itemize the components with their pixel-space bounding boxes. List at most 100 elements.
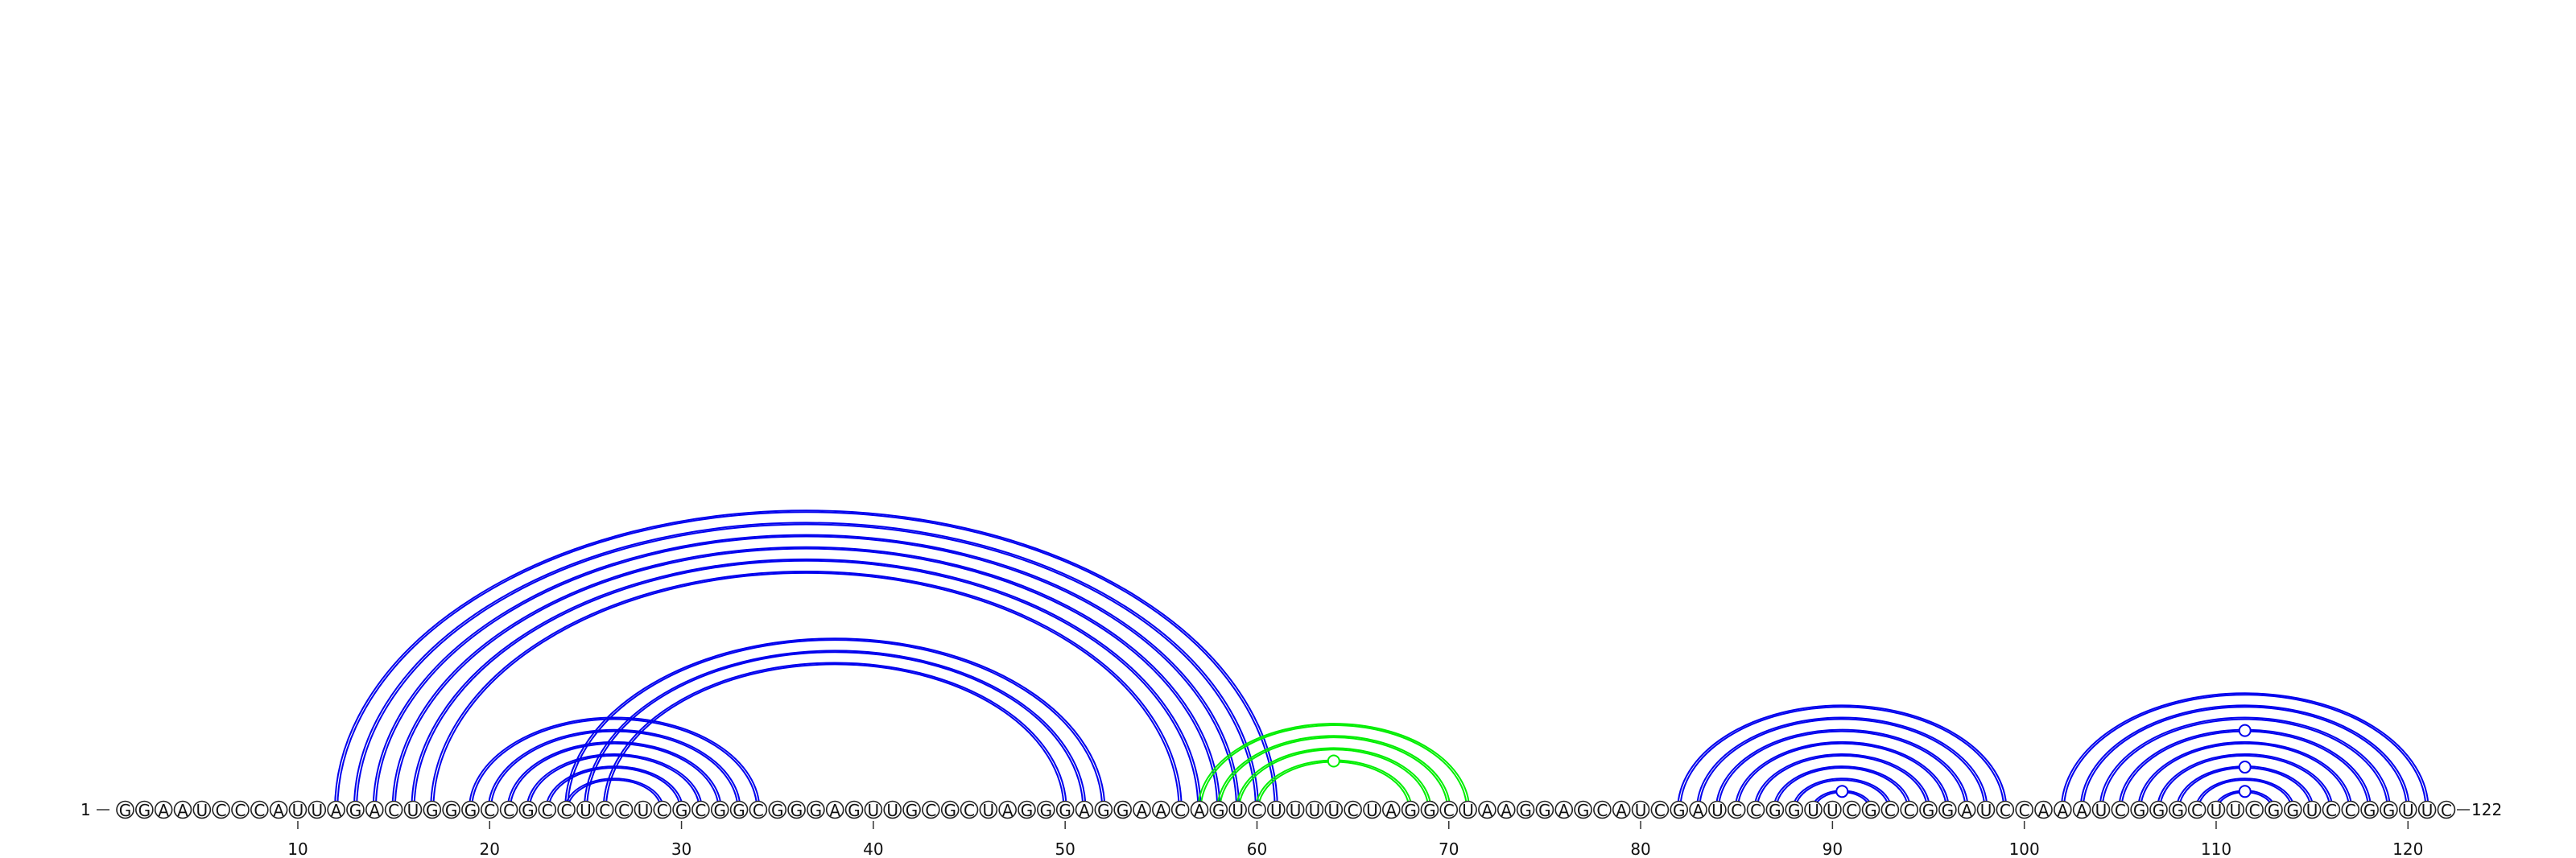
nucleotide-letter: G — [522, 801, 535, 820]
pair-arc-86-95-outer — [1756, 754, 1928, 811]
nucleotide-circle — [1689, 800, 1707, 819]
nucleotide-circle — [1018, 800, 1036, 819]
pair-arc-13-60-inner — [353, 522, 1260, 811]
nucleotide-letter: C — [599, 801, 610, 820]
nucleotide-circle — [691, 800, 710, 819]
nucleotide: A — [269, 800, 288, 820]
nucleotide-circle — [1363, 800, 1381, 819]
nucleotide-circle — [2398, 800, 2417, 819]
nucleotide-letter: C — [1596, 801, 1608, 820]
pair-arc-86-95-inner — [1753, 753, 1931, 811]
nucleotide-letter: G — [1788, 801, 1801, 820]
nucleotide-circle — [2091, 800, 2111, 819]
pair-arc-102-121-outer — [2062, 694, 2427, 811]
nucleotide: U — [1459, 800, 1477, 820]
nucleotide-letter: C — [657, 801, 668, 820]
nucleotide-circle — [1094, 800, 1113, 819]
nucleotide: G — [2283, 800, 2302, 820]
nucleotide: G — [1535, 800, 1554, 820]
nucleotide-letter: A — [177, 801, 188, 820]
nucleotide-circle — [2149, 800, 2168, 819]
nucleotide-circle — [135, 800, 154, 819]
nucleotide-circle — [2437, 800, 2456, 819]
nucleotide: A — [365, 800, 384, 820]
nucleotide-circle — [365, 800, 384, 819]
pair-arc-57-71-outer — [1199, 724, 1468, 811]
nucleotide-circle — [1401, 800, 1420, 819]
nucleotide-circle — [212, 800, 230, 819]
loop-marker-89-92 — [1835, 785, 1849, 798]
nucleotide-letter: C — [1348, 801, 1359, 820]
nucleotide-letter: G — [426, 801, 439, 820]
nucleotide-circle — [2169, 800, 2187, 819]
base-pair-arcs — [334, 509, 2429, 811]
nucleotide-letter: U — [1309, 801, 1321, 820]
nucleotide: A — [2072, 800, 2091, 820]
nucleotide-circle — [1267, 800, 1286, 819]
nucleotide: G — [1055, 800, 1075, 820]
nucleotide: C — [1746, 800, 1765, 820]
nucleotide-letter: A — [1961, 801, 1972, 820]
nucleotide: A — [1689, 800, 1707, 820]
nucleotide-circle — [384, 800, 403, 819]
nucleotide-circle — [883, 800, 902, 819]
nucleotide: G — [2149, 800, 2168, 820]
nucleotide-letter: C — [2345, 801, 2356, 820]
nucleotide-letter: G — [138, 801, 151, 820]
pair-arc-21-32-inner — [506, 740, 722, 811]
nucleotide-circle — [2226, 800, 2245, 819]
nucleotide: C — [1880, 800, 1900, 820]
nucleotide-circle — [825, 800, 844, 819]
nucleotide: G — [672, 800, 691, 820]
nucleotide: G — [2264, 800, 2283, 820]
nucleotide-circle — [1420, 800, 1439, 819]
nucleotide-circle — [2245, 800, 2264, 819]
nucleotide-circle — [2015, 800, 2033, 819]
nucleotide: C — [2341, 800, 2360, 820]
pair-arc-103-120-inner — [2079, 704, 2410, 811]
nucleotide-letter: A — [1002, 801, 1013, 820]
nucleotide-letter: G — [2363, 801, 2376, 820]
nucleotide: G — [2130, 800, 2149, 820]
nucleotide: A — [2054, 800, 2072, 820]
nucleotide: U — [1804, 800, 1823, 820]
nucleotide-circle — [614, 800, 634, 819]
nucleotide-letter: G — [943, 801, 956, 820]
nucleotide: A — [1554, 800, 1574, 820]
nucleotide-circle — [2302, 800, 2322, 819]
nucleotide-circle — [1381, 800, 1401, 819]
pair-arc-24-29-outer — [567, 779, 663, 811]
nucleotide-circle — [1324, 800, 1344, 819]
nucleotide-circle — [1170, 800, 1190, 819]
nucleotide-letter: G — [1864, 801, 1877, 820]
pair-arc-58-70-inner — [1216, 735, 1451, 811]
nucleotide-circle — [154, 800, 173, 819]
pair-arc-88-93-inner — [1792, 778, 1893, 811]
pair-arc-103-120-outer — [2082, 706, 2408, 811]
nucleotide-letter: G — [791, 801, 803, 820]
pair-arc-17-56-outer — [432, 571, 1180, 811]
nucleotide-circle — [595, 800, 614, 819]
nucleotide: U — [1286, 800, 1305, 820]
pair-arc-20-33-outer — [489, 730, 739, 811]
pair-arc-109-114-outer — [2197, 779, 2293, 811]
pair-arc-85-96-outer — [1736, 742, 1947, 811]
nucleotide-letter: G — [1942, 801, 1955, 820]
pair-arc-106-117-inner — [2137, 740, 2353, 811]
nucleotide: C — [1727, 800, 1746, 820]
nucleotide: U — [864, 800, 883, 820]
loop-marker-105-118 — [2238, 724, 2252, 737]
nucleotide-circle — [231, 800, 250, 819]
pair-arc-24-52-inner — [564, 637, 1106, 811]
nucleotide-circle — [2322, 800, 2341, 819]
pair-arc-25-51-outer — [586, 651, 1084, 811]
nucleotide-circle — [327, 800, 345, 819]
pair-arc-24-52-outer — [567, 639, 1104, 811]
nucleotide: C — [557, 800, 576, 820]
pair-arc-83-98-outer — [1699, 718, 1986, 811]
nucleotide: C — [384, 800, 403, 820]
nucleotide: C — [1344, 800, 1362, 820]
nucleotide-circle — [1554, 800, 1574, 819]
nucleotide-circle — [1305, 800, 1324, 819]
nucleotide-letter: G — [2153, 801, 2165, 820]
